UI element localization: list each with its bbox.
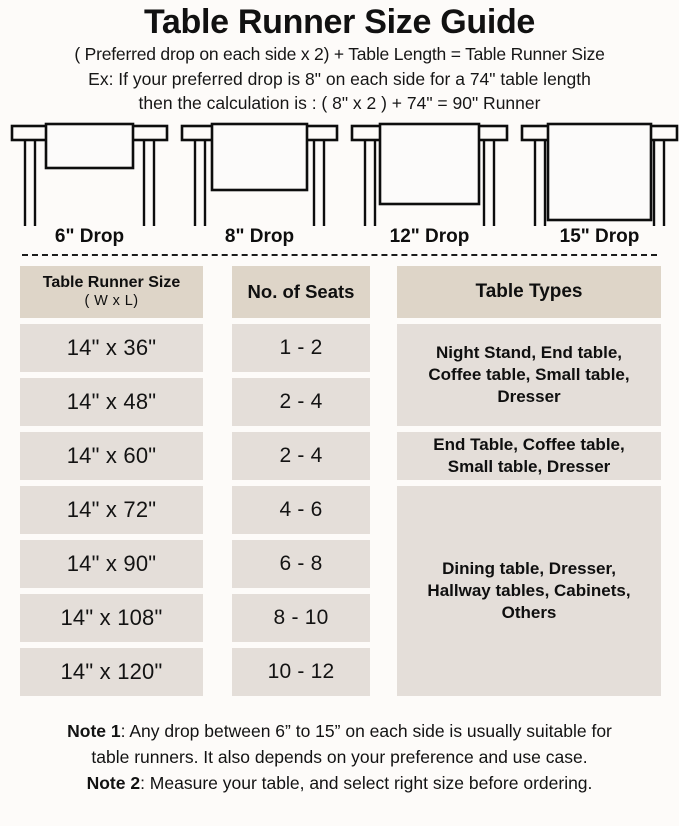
table-side-view-icon	[350, 122, 509, 226]
header-cell-runner-size: Table Runner Size ( W x L)	[20, 265, 203, 318]
note-2-label: Note 2	[86, 772, 141, 793]
drop-label-6in: 6" Drop	[54, 225, 125, 247]
table-types-group: End Table, Coffee table, Small table, Dr…	[397, 431, 661, 480]
header-cell-seats: No. of Seats	[232, 265, 370, 318]
table-row: 10 - 12	[232, 647, 370, 696]
table-side-view-icon	[180, 122, 339, 226]
drop-label-15in: 15" Drop	[559, 225, 640, 247]
table-row: 2 - 4	[232, 431, 370, 480]
table-side-view-icon	[520, 122, 679, 226]
table-row: 2 - 4	[232, 377, 370, 426]
table-row: 14" x 108"	[20, 593, 203, 642]
drop-labels: 6" Drop 8" Drop 12" Drop 15" Drop	[0, 226, 679, 252]
note-1-label: Note 1	[67, 720, 121, 741]
table-row: 14" x 90"	[20, 539, 203, 588]
drop-label-8in: 8" Drop	[224, 225, 295, 247]
note-1-continuation: table runners. It also depends on your p…	[91, 746, 588, 767]
note-1: Note 1: Any drop between 6” to 15” on ea…	[0, 718, 679, 744]
drop-label-12in: 12" Drop	[389, 225, 470, 247]
table-drop-diagram-12in	[348, 122, 511, 226]
note-2: Note 2: Measure your table, and select r…	[0, 770, 679, 796]
table-row: 6 - 8	[232, 539, 370, 588]
column-table-types: Table Types Night Stand, End table, Coff…	[397, 265, 661, 702]
table-drop-diagram-8in	[178, 122, 341, 226]
table-drop-diagram-15in	[518, 122, 679, 226]
table-row: 1 - 2	[232, 323, 370, 372]
drop-diagrams	[0, 122, 679, 226]
table-types-group: Dining table, Dresser, Hallway tables, C…	[397, 485, 661, 696]
table-row: 8 - 10	[232, 593, 370, 642]
size-table: Table Runner Size ( W x L) 14" x 36" 14"…	[0, 265, 679, 714]
column-seats: No. of Seats 1 - 2 2 - 4 2 - 4 4 - 6 6 -…	[232, 265, 370, 702]
note-1-line-1: : Any drop between 6” to 15” on each sid…	[120, 720, 612, 741]
table-types-group: Night Stand, End table, Coffee table, Sm…	[397, 323, 661, 426]
header-runner-size-label: Table Runner Size	[42, 274, 181, 291]
table-row: 14" x 48"	[20, 377, 203, 426]
note-2-text: : Measure your table, and select right s…	[140, 772, 593, 793]
table-row: 14" x 36"	[20, 323, 203, 372]
header: Table Runner Size Guide ( Preferred drop…	[0, 0, 679, 116]
table-side-view-icon	[10, 122, 169, 226]
formula-line: ( Preferred drop on each side x 2) + Tab…	[74, 44, 605, 64]
example-line-2: then the calculation is : ( 8" x 2 ) + 7…	[138, 93, 541, 113]
column-runner-size: Table Runner Size ( W x L) 14" x 36" 14"…	[20, 265, 203, 702]
notes: Note 1: Any drop between 6” to 15” on ea…	[0, 718, 679, 796]
header-cell-table-types: Table Types	[397, 265, 661, 318]
table-row: 14" x 120"	[20, 647, 203, 696]
header-runner-size-sublabel: ( W x L)	[84, 293, 139, 309]
table-row: 14" x 60"	[20, 431, 203, 480]
table-drop-diagram-6in	[8, 122, 171, 226]
table-row: 14" x 72"	[20, 485, 203, 534]
table-row: 4 - 6	[232, 485, 370, 534]
example-line-1: Ex: If your preferred drop is 8" on each…	[88, 68, 591, 89]
section-divider	[22, 253, 657, 256]
page-title: Table Runner Size Guide	[143, 3, 536, 41]
